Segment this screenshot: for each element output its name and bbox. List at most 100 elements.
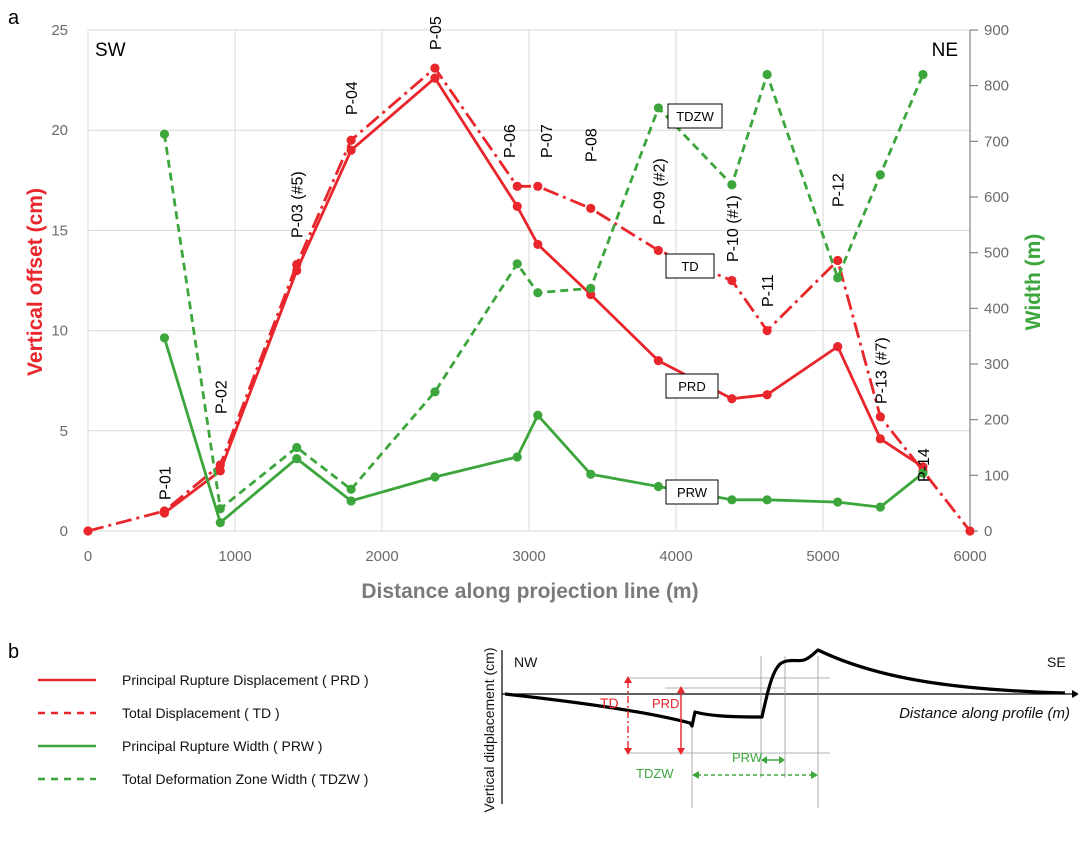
- point-label: P-04: [344, 81, 361, 115]
- tdzw-point: [653, 103, 663, 113]
- prw-point: [533, 410, 543, 420]
- prw-point: [512, 452, 522, 462]
- panel-a-letter: a: [8, 7, 20, 29]
- series-box-label: TDZW: [676, 109, 714, 124]
- point-label: P-12: [831, 173, 848, 207]
- x-tick-label: 2000: [365, 548, 398, 565]
- x-tick-label: 3000: [512, 548, 545, 565]
- y2-tick-label: 100: [984, 467, 1009, 484]
- x-tick-label: 5000: [806, 548, 839, 565]
- prd-point: [215, 466, 225, 476]
- y2-tick-label: 600: [984, 189, 1009, 206]
- y-tick-label: 15: [51, 222, 68, 239]
- prd-point: [875, 434, 885, 444]
- prd-point: [159, 508, 170, 518]
- td-point: [512, 181, 522, 191]
- prw-point: [875, 502, 885, 512]
- y2-tick-label: 200: [984, 412, 1009, 429]
- legend-label: Principal Rupture Width ( PRW ): [122, 738, 322, 754]
- tdzw-point: [875, 170, 885, 180]
- prw-point: [346, 496, 356, 506]
- diagram-td-label: TD: [600, 695, 619, 711]
- prw-arrow-right-icon: [779, 756, 785, 764]
- tdzw-point: [586, 283, 596, 293]
- prw-point: [586, 469, 596, 479]
- legend-label: Total Deformation Zone Width ( TDZW ): [122, 771, 368, 787]
- tdzw-point: [430, 387, 440, 397]
- prd-point: [762, 390, 772, 400]
- td-point: [83, 526, 93, 536]
- tdzw-point: [292, 442, 302, 453]
- prd-arrow-down-icon: [677, 748, 685, 755]
- tdzw-line: [163, 73, 925, 511]
- diagram-se: SE: [1047, 654, 1066, 670]
- prd-point: [346, 145, 356, 155]
- panel-b-letter: b: [8, 641, 19, 663]
- diagram-prd-label: PRD: [652, 696, 679, 711]
- y2-tick-label: 300: [984, 356, 1009, 373]
- point-label: P-14: [916, 448, 933, 482]
- prw-point: [653, 481, 663, 492]
- td-point: [533, 181, 543, 191]
- y2-tick-label: 900: [984, 22, 1009, 39]
- y-tick-label: 10: [51, 323, 68, 340]
- tdzw-point: [346, 484, 356, 494]
- series-box-label: TD: [681, 259, 698, 274]
- series-box: [667, 103, 723, 129]
- legend-label: Total Displacement ( TD ): [122, 705, 280, 721]
- point-label: P-10 (#1): [725, 195, 742, 262]
- td-point: [346, 135, 356, 145]
- prd-arrow-up-icon: [677, 686, 685, 693]
- prw-point: [159, 333, 170, 343]
- y-tick-label: 25: [51, 22, 68, 39]
- profile-curve: [504, 648, 1066, 728]
- y-axis-title: Vertical offset (cm): [24, 188, 47, 376]
- prd-point: [292, 265, 302, 276]
- td-point: [653, 245, 663, 256]
- chart-series: [83, 63, 975, 536]
- prw-line: [163, 337, 924, 524]
- point-label: P-11: [760, 274, 777, 307]
- td-point: [762, 326, 772, 336]
- td-point: [875, 412, 885, 422]
- y2-tick-label: 500: [984, 245, 1009, 262]
- tdzw-point: [762, 69, 772, 80]
- diagram-x-arrow-icon: [1072, 690, 1078, 698]
- chart-ticks: 0 1000 2000 3000 4000 5000 6000 0 5 10 15 20 25 0 100 2…: [51, 22, 1009, 565]
- point-label: P-02: [213, 380, 230, 414]
- y-tick-label: 20: [51, 122, 68, 139]
- tdzw-arrow-right-icon: [811, 771, 818, 779]
- diagram-y-label: Vertical didplacement (cm): [481, 648, 497, 813]
- prw-arrow-left-icon: [761, 756, 767, 764]
- prd-point: [833, 342, 843, 352]
- diagram-tdzw-label: TDZW: [636, 766, 674, 781]
- tdzw-point: [833, 273, 843, 283]
- x-axis-title: Distance along projection line (m): [361, 580, 698, 603]
- y2-tick-label: 400: [984, 300, 1009, 317]
- diagram-x-label: Distance along profile (m): [899, 705, 1070, 722]
- td-point: [965, 526, 975, 536]
- corner-label-ne: NE: [932, 40, 958, 61]
- prw-point: [430, 472, 440, 482]
- td-point: [833, 255, 843, 266]
- point-labels: P-01 P-02 P-03 (#5) P-04 P-05 P-06 P-07 P-08 P-0…: [157, 16, 933, 500]
- td-line: [87, 66, 972, 533]
- tdzw-point: [159, 129, 170, 139]
- y-tick-label: 0: [60, 523, 68, 540]
- tdzw-point: [512, 259, 522, 269]
- series-box: [665, 253, 715, 279]
- prw-point: [918, 468, 928, 478]
- prd-point: [512, 201, 522, 211]
- prd-point: [533, 239, 543, 250]
- legend: Principal Rupture Displacement ( PRD ) To…: [38, 672, 369, 787]
- x-tick-label: 4000: [659, 548, 692, 565]
- series-boxes: TDZW TD PRD PRW: [665, 103, 723, 505]
- series-box: [665, 479, 719, 505]
- y2-tick-label: 800: [984, 78, 1009, 95]
- point-label: P-03 (#5): [290, 171, 307, 238]
- prw-point: [833, 497, 843, 507]
- tdzw-point: [727, 180, 737, 190]
- y2-axis-title: Width (m): [1022, 234, 1045, 331]
- y2-tick-label: 700: [984, 133, 1009, 150]
- prd-point: [430, 73, 440, 83]
